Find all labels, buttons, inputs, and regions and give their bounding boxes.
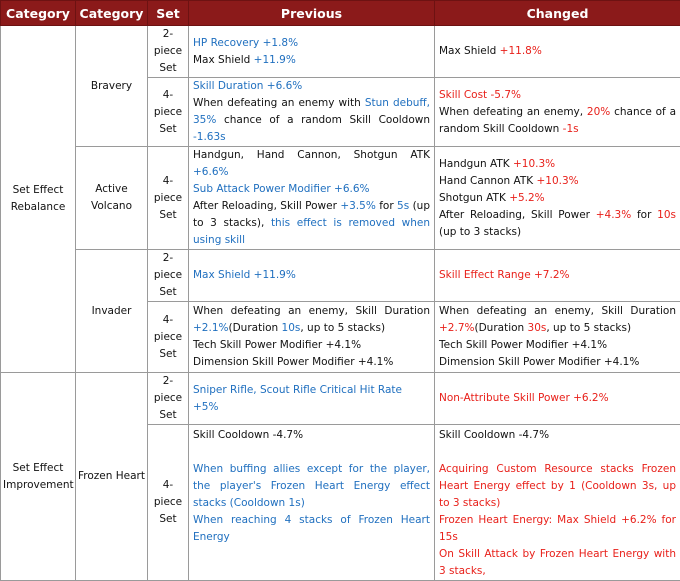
volcano-4-previous: Handgun, Hand Cannon, Shotgun ATK +6.6% … [189, 147, 435, 250]
header-row: Category Category Set Previous Changed [1, 1, 680, 26]
invader-4-changed: When defeating an enemy, Skill Duration … [435, 302, 680, 373]
bravery-4-previous: Skill Duration +6.6% When defeating an e… [189, 78, 435, 147]
set-bravery: Bravery [76, 26, 148, 147]
piece-label: 4-piece Set [148, 425, 189, 581]
table-row: Set Effect Rebalance Bravery 2-piece Set… [1, 26, 680, 78]
piece-label: 2-piece Set [148, 373, 189, 425]
piece-label: 2-piece Set [148, 250, 189, 302]
header-category-2: Category [76, 1, 148, 26]
piece-label: 4-piece Set [148, 78, 189, 147]
frozen-4-changed: Skill Cooldown -4.7% Acquiring Custom Re… [435, 425, 680, 581]
table-row: Invader 2-piece Set Max Shield +11.9% Sk… [1, 250, 680, 302]
set-frozen-heart: Frozen Heart [76, 373, 148, 581]
set-invader: Invader [76, 250, 148, 373]
group-rebalance: Set Effect Rebalance [1, 26, 76, 373]
invader-2-previous: Max Shield +11.9% [189, 250, 435, 302]
bravery-4-changed: Skill Cost -5.7% When defeating an enemy… [435, 78, 680, 147]
group-improvement: Set Effect Improvement [1, 373, 76, 581]
table-row: Set Effect Improvement Frozen Heart 2-pi… [1, 373, 680, 425]
piece-label: 4-piece Set [148, 147, 189, 250]
invader-4-previous: When defeating an enemy, Skill Duration … [189, 302, 435, 373]
piece-label: 4-piece Set [148, 302, 189, 373]
piece-label: 2-piece Set [148, 26, 189, 78]
table-row: Active Volcano 4-piece Set Handgun, Hand… [1, 147, 680, 250]
frozen-4-previous: Skill Cooldown -4.7% When buffing allies… [189, 425, 435, 581]
set-active-volcano: Active Volcano [76, 147, 148, 250]
invader-2-changed: Skill Effect Range +7.2% [435, 250, 680, 302]
volcano-4-changed: Handgun ATK +10.3% Hand Cannon ATK +10.3… [435, 147, 680, 250]
header-category-1: Category [1, 1, 76, 26]
header-changed: Changed [435, 1, 680, 26]
bravery-2-changed: Max Shield +11.8% [435, 26, 680, 78]
frozen-2-previous: Sniper Rifle, Scout Rifle Critical Hit R… [189, 373, 435, 425]
frozen-2-changed: Non-Attribute Skill Power +6.2% [435, 373, 680, 425]
header-set: Set [148, 1, 189, 26]
bravery-2-previous: HP Recovery +1.8% Max Shield +11.9% [189, 26, 435, 78]
header-previous: Previous [189, 1, 435, 26]
